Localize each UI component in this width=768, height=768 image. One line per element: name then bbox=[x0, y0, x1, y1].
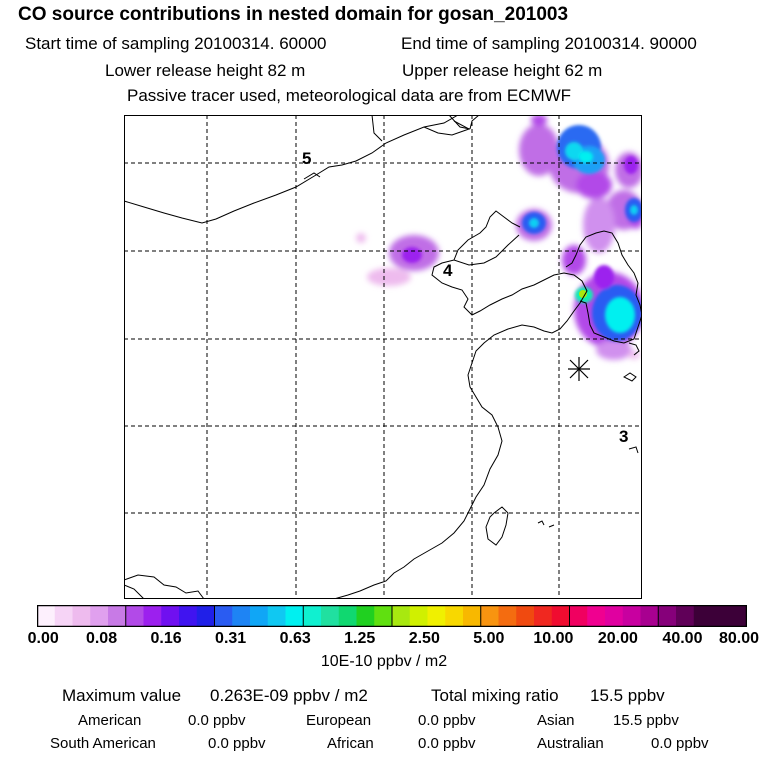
upper-release-label: Upper release height 62 m bbox=[402, 61, 603, 80]
colorbar-swatch bbox=[463, 605, 482, 627]
region-european-name: European bbox=[306, 712, 372, 729]
colorbar-swatch bbox=[427, 605, 446, 627]
colorbar-swatch bbox=[179, 605, 198, 627]
map-frame bbox=[124, 115, 642, 599]
colorbar-swatch bbox=[232, 605, 251, 627]
colorbar-swatch bbox=[143, 605, 162, 627]
colorbar-tick-label: 10.00 bbox=[533, 630, 574, 647]
colorbar-tick-label: 1.25 bbox=[344, 630, 376, 647]
region-european-value: 0.0 ppbv bbox=[418, 712, 476, 729]
region-australian-name: Australian bbox=[537, 735, 604, 752]
colorbar-swatch bbox=[196, 605, 215, 627]
colorbar-swatch bbox=[480, 605, 499, 627]
colorbar-swatch bbox=[622, 605, 641, 627]
colorbar-unit: 10E-10 ppbv / m2 bbox=[320, 653, 448, 670]
colorbar-swatch bbox=[356, 605, 375, 627]
region-asian-name: Asian bbox=[537, 712, 575, 729]
total-mixing-value: 15.5 ppbv bbox=[590, 686, 665, 705]
coastline bbox=[124, 115, 642, 599]
colorbar-tick-label: 40.00 bbox=[662, 630, 703, 647]
colorbar-tick-label: 0.08 bbox=[85, 630, 118, 647]
colorbar-swatch bbox=[285, 605, 304, 627]
colorbar-tick-label: 0.16 bbox=[150, 630, 182, 647]
region-african-value: 0.0 ppbv bbox=[418, 735, 476, 752]
map-label-3: 3 bbox=[619, 427, 628, 446]
colorbar-swatch bbox=[392, 605, 411, 627]
colorbar-swatch bbox=[267, 605, 286, 627]
map-panel: 5 4 3 bbox=[124, 115, 642, 599]
colorbar-swatch bbox=[90, 605, 109, 627]
end-time-label: End time of sampling 20100314. 90000 bbox=[401, 34, 697, 53]
start-time-label: Start time of sampling 20100314. 60000 bbox=[25, 34, 327, 53]
colorbar-swatch bbox=[374, 605, 393, 627]
colorbar-swatch bbox=[409, 605, 428, 627]
colorbar-tick-label: 0.31 bbox=[215, 630, 247, 647]
map-label-5: 5 bbox=[302, 149, 311, 168]
colorbar-swatch bbox=[551, 605, 570, 627]
colorbar-swatch bbox=[587, 605, 606, 627]
region-african-name: African bbox=[327, 735, 374, 752]
receptor-marker bbox=[568, 357, 590, 381]
region-south-american-name: South American bbox=[50, 735, 156, 752]
colorbar-tick-label: 2.50 bbox=[408, 630, 440, 647]
colorbar-swatch bbox=[658, 605, 677, 627]
colorbar-frame bbox=[37, 605, 747, 627]
tracer-note: Passive tracer used, meteorological data… bbox=[127, 86, 572, 105]
lower-release-label: Lower release height 82 m bbox=[105, 61, 306, 80]
colorbar-swatch bbox=[214, 605, 233, 627]
colorbar-swatch bbox=[161, 605, 180, 627]
colorbar-swatch bbox=[693, 605, 712, 627]
plot-title: CO source contributions in nested domain… bbox=[18, 4, 569, 25]
map-label-4: 4 bbox=[443, 261, 453, 280]
colorbar-swatch bbox=[498, 605, 517, 627]
colorbar-swatch bbox=[125, 605, 144, 627]
colorbar-swatch bbox=[534, 605, 553, 627]
region-american-name: American bbox=[78, 712, 142, 729]
colorbar-swatch bbox=[321, 605, 340, 627]
colorbar-tick-label: 20.00 bbox=[597, 630, 638, 647]
colorbar-swatch bbox=[640, 605, 659, 627]
colorbar-swatch bbox=[37, 605, 56, 627]
region-american-value: 0.0 ppbv bbox=[188, 712, 246, 729]
max-value: 0.263E-09 ppbv / m2 bbox=[210, 686, 368, 705]
colorbar-tick-label: 0.63 bbox=[279, 630, 311, 647]
colorbar-swatch bbox=[338, 605, 357, 627]
colorbar-swatch bbox=[676, 605, 695, 627]
colorbar-swatch bbox=[516, 605, 535, 627]
region-australian-value: 0.0 ppbv bbox=[651, 735, 709, 752]
max-value-label: Maximum value bbox=[62, 686, 182, 705]
region-asian-value: 15.5 ppbv bbox=[613, 712, 679, 729]
colorbar bbox=[37, 605, 747, 627]
concentration-field bbox=[356, 115, 642, 360]
colorbar-swatch bbox=[54, 605, 73, 627]
colorbar-swatch bbox=[729, 605, 747, 627]
colorbar-tick-label: 0.00 bbox=[27, 630, 59, 647]
colorbar-swatch bbox=[711, 605, 730, 627]
region-south-american-value: 0.0 ppbv bbox=[208, 735, 266, 752]
colorbar-swatch bbox=[445, 605, 464, 627]
colorbar-tick-label: 80.00 bbox=[718, 630, 760, 647]
colorbar-swatch bbox=[250, 605, 269, 627]
colorbar-swatch bbox=[569, 605, 588, 627]
colorbar-swatch bbox=[303, 605, 322, 627]
colorbar-tick-label: 5.00 bbox=[473, 630, 505, 647]
graticule bbox=[124, 115, 642, 599]
colorbar-swatch bbox=[605, 605, 624, 627]
colorbar-swatch bbox=[72, 605, 91, 627]
total-mixing-label: Total mixing ratio bbox=[431, 686, 559, 705]
colorbar-swatch bbox=[108, 605, 127, 627]
